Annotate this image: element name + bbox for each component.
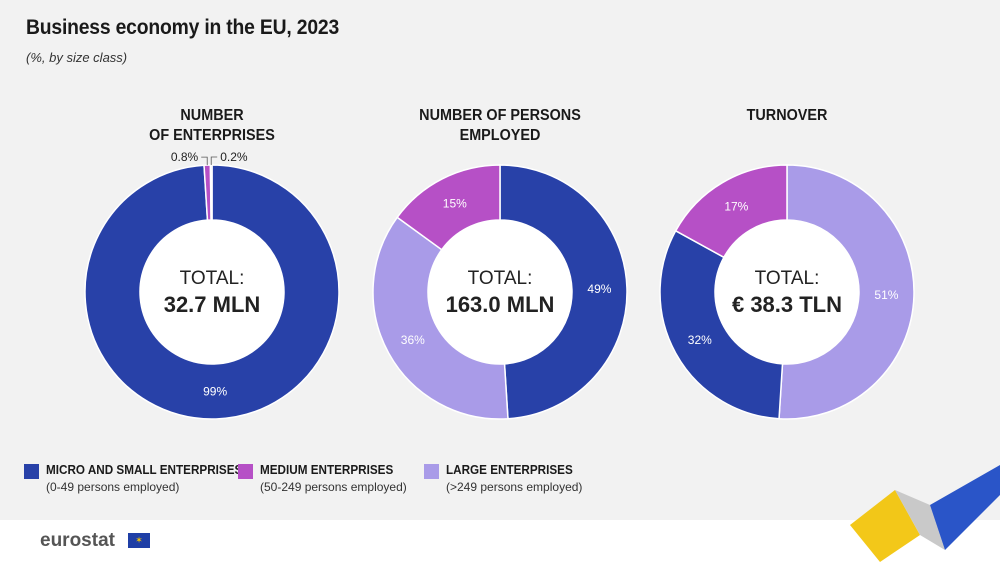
donut-chart-persons-employed: NUMBER OF PERSONS EMPLOYED 49% 36% 15% TOT… xyxy=(350,100,650,430)
donut-chart-turnover: TURNOVER 51% 32% 17% TOTAL: € 38.3 TLN xyxy=(637,100,937,430)
legend-sublabel: (>249 persons employed) xyxy=(446,480,583,494)
donut-title-line1: NUMBER xyxy=(180,107,244,124)
legend-swatch xyxy=(238,464,253,479)
slice-value-label: 51% xyxy=(874,288,898,302)
donut-total-label: TOTAL: xyxy=(467,268,533,289)
legend-swatch xyxy=(24,464,39,479)
legend-label: MEDIUM ENTERPRISES xyxy=(260,462,394,477)
donut-hole xyxy=(715,220,859,364)
chart-title: Business economy in the EU, 2023 xyxy=(26,16,340,39)
slice-value-label: 0.2% xyxy=(220,150,248,164)
eurostat-logo: eurostat xyxy=(40,530,115,551)
leader-line xyxy=(210,156,218,166)
slice-value-label: 17% xyxy=(724,199,748,213)
donut-hole xyxy=(428,220,572,364)
donut-svg: 49% 36% 15% xyxy=(372,164,628,420)
slice-value-label: 36% xyxy=(401,333,425,347)
slice-value-label: 99% xyxy=(203,384,227,398)
donut-svg: 51% 32% 17% xyxy=(659,164,915,420)
chart-subtitle: (%, by size class) xyxy=(26,50,128,65)
leader-line xyxy=(201,156,208,166)
slice-value-label: 49% xyxy=(587,282,611,296)
donut-total-value: € 38.3 TLN xyxy=(731,292,843,317)
footer-band xyxy=(0,520,1000,562)
legend-swatch xyxy=(424,464,439,479)
donut-hole xyxy=(140,220,284,364)
legend-sublabel: (0-49 persons employed) xyxy=(46,480,180,494)
donut-total-label: TOTAL: xyxy=(179,268,245,289)
slice-value-label: 32% xyxy=(688,333,712,347)
donut-chart-enterprises: NUMBER OF ENTERPRISES 99% 0.8% 0.2% TOTAL:… xyxy=(62,100,362,430)
donut-total-value: 32.7 MLN xyxy=(163,292,261,317)
legend-sublabel: (50-249 persons employed) xyxy=(260,480,407,494)
legend: MICRO AND SMALL ENTERPRISES (0-49 person… xyxy=(24,462,784,502)
slice-value-label: 0.8% xyxy=(171,150,199,164)
donut-title-line2: EMPLOYED xyxy=(459,127,541,144)
slice-value-label: 15% xyxy=(443,196,467,210)
donut-total-label: TOTAL: xyxy=(754,268,820,289)
donut-slice xyxy=(209,164,213,221)
legend-label: MICRO AND SMALL ENTERPRISES xyxy=(46,462,243,477)
legend-label: LARGE ENTERPRISES xyxy=(446,462,573,477)
donut-title-line2: OF ENTERPRISES xyxy=(149,127,275,144)
donut-total-value: 163.0 MLN xyxy=(445,292,555,317)
eu-flag-icon: ✶ xyxy=(128,533,150,548)
donut-svg: 99% 0.8% 0.2% xyxy=(84,150,340,420)
donut-title-line1: TURNOVER xyxy=(746,107,828,124)
donut-title-line1: NUMBER OF PERSONS xyxy=(419,107,581,124)
decorative-ribbon-icon xyxy=(850,465,1000,562)
